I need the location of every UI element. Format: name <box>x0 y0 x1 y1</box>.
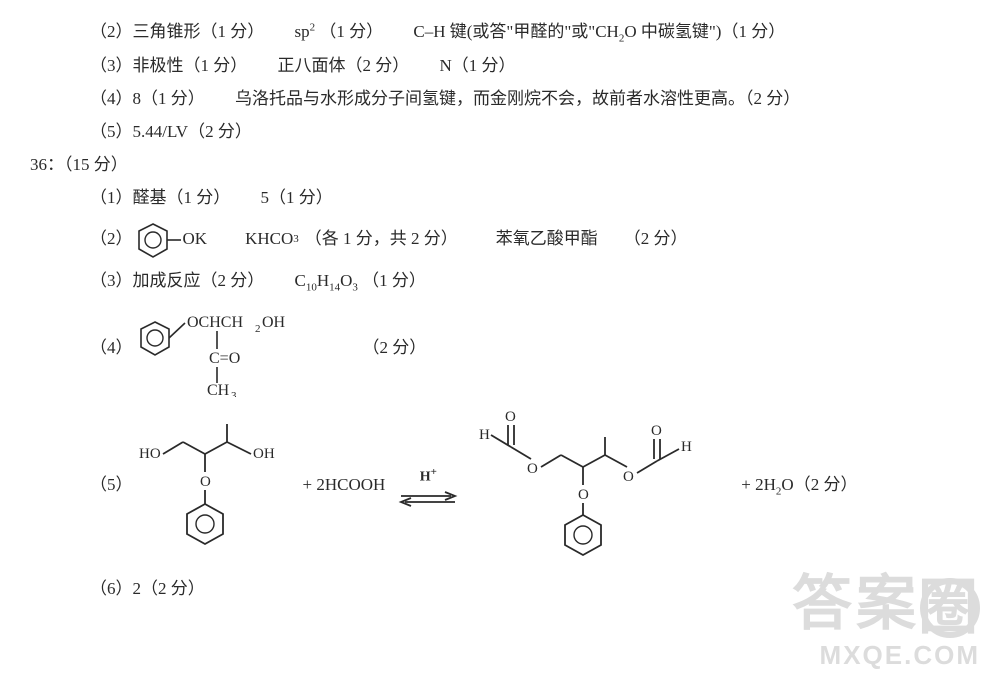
answer-3: （3）非极性（1 分） 正八面体（2 分） N（1 分） <box>90 52 940 81</box>
text: （5） <box>90 471 133 500</box>
text: 5（1 分） <box>261 188 333 207</box>
answer-36-2: （2） OK KHCO3 （各 1 分，共 2 分） 苯氧乙酸甲酯 （2 分） <box>90 217 940 263</box>
equilibrium-arrow: H+ <box>397 463 459 507</box>
text: O <box>340 271 352 290</box>
svg-text:H: H <box>681 439 692 455</box>
text: （3）加成反应（2 分） <box>90 271 264 290</box>
sub: 3 <box>293 230 299 249</box>
text: 苯氧乙酸甲酯 <box>496 225 598 254</box>
text: H+ <box>420 463 437 489</box>
svg-text:O: O <box>200 474 211 490</box>
svg-text:OH: OH <box>253 446 275 462</box>
watermark-url: MXQE.COM <box>792 640 980 671</box>
text: （1）醛基（1 分） <box>90 188 230 207</box>
answer-2: （2）三角锥形（1 分） sp2 （1 分） C–H 键(或答"甲醛的"或"CH… <box>90 18 940 48</box>
answer-36-6: （6）2（2 分） <box>90 575 940 604</box>
sup: 2 <box>310 21 316 33</box>
answer-36-4: （4） OCHCH 2 OH C=O CH 3 （2 分） <box>90 301 940 397</box>
svg-text:O: O <box>527 461 538 477</box>
text: + 2H2O（2 分） <box>741 471 857 501</box>
structure-4-icon: OCHCH 2 OH C=O CH 3 <box>133 301 363 397</box>
svg-text:CH: CH <box>207 382 230 397</box>
text: （5）5.44/LV（2 分） <box>90 122 252 141</box>
text: sp <box>295 22 310 41</box>
text: 乌洛托品与水形成分子间氢键，而金刚烷不会，故前者水溶性更高。（2 分） <box>235 89 800 108</box>
text: （各 1 分，共 2 分） <box>305 225 458 254</box>
svg-text:HO: HO <box>139 446 161 462</box>
sub: 10 <box>306 281 317 293</box>
answer-5: （5）5.44/LV（2 分） <box>90 118 940 147</box>
answer-36-5: （5） HO OH O + 2HCOOH H+ <box>90 401 940 571</box>
text: （1 分） <box>362 271 426 290</box>
svg-text:H: H <box>479 427 490 443</box>
svg-text:OH: OH <box>262 314 286 331</box>
text: + 2HCOOH <box>303 471 386 500</box>
text: （6）2（2 分） <box>90 579 205 598</box>
svg-text:O: O <box>578 487 589 503</box>
text: KHCO <box>245 225 293 254</box>
text: C–H 键(或答"甲醛的"或"CH <box>413 22 618 41</box>
answer-4: （4）8（1 分） 乌洛托品与水形成分子间氢键，而金刚烷不会，故前者水溶性更高。… <box>90 85 940 114</box>
question-36: 36：（15 分） <box>30 151 940 180</box>
equilibrium-arrow-icon <box>397 490 459 508</box>
text: （2）三角锥形（1 分） <box>90 22 264 41</box>
text: （2 分） <box>363 334 427 363</box>
svg-text:OCHCH: OCHCH <box>187 314 243 331</box>
text: 36：（15 分） <box>30 155 128 174</box>
svg-text:O: O <box>623 469 634 485</box>
text: 正八面体（2 分） <box>278 56 410 75</box>
answer-36-1: （1）醛基（1 分） 5（1 分） <box>90 184 940 213</box>
text: （2 分） <box>624 225 688 254</box>
answer-36-3: （3）加成反应（2 分） C10H14O3 （1 分） <box>90 267 940 297</box>
text: （4） <box>90 334 133 363</box>
reactant-structure-icon: HO OH O <box>133 406 303 566</box>
svg-text:O: O <box>505 409 516 425</box>
text: N（1 分） <box>440 56 516 75</box>
answer-page: （2）三角锥形（1 分） sp2 （1 分） C–H 键(或答"甲醛的"或"CH… <box>0 0 1000 628</box>
text: C <box>295 271 306 290</box>
sub: 14 <box>329 281 340 293</box>
product-structure-icon: H O O O O H O <box>471 401 741 571</box>
svg-text:C=O: C=O <box>209 350 240 367</box>
svg-text:2: 2 <box>255 323 261 335</box>
text: H <box>317 271 329 290</box>
text: （4）8（1 分） <box>90 89 205 108</box>
text: （2） <box>90 225 133 254</box>
svg-text:O: O <box>651 423 662 439</box>
sub: 3 <box>352 281 358 293</box>
text: （1 分） <box>319 22 383 41</box>
svg-text:3: 3 <box>231 390 237 397</box>
text: O 中碳氢键")（1 分） <box>624 22 785 41</box>
text: OK <box>183 225 208 254</box>
text: （3）非极性（1 分） <box>90 56 247 75</box>
